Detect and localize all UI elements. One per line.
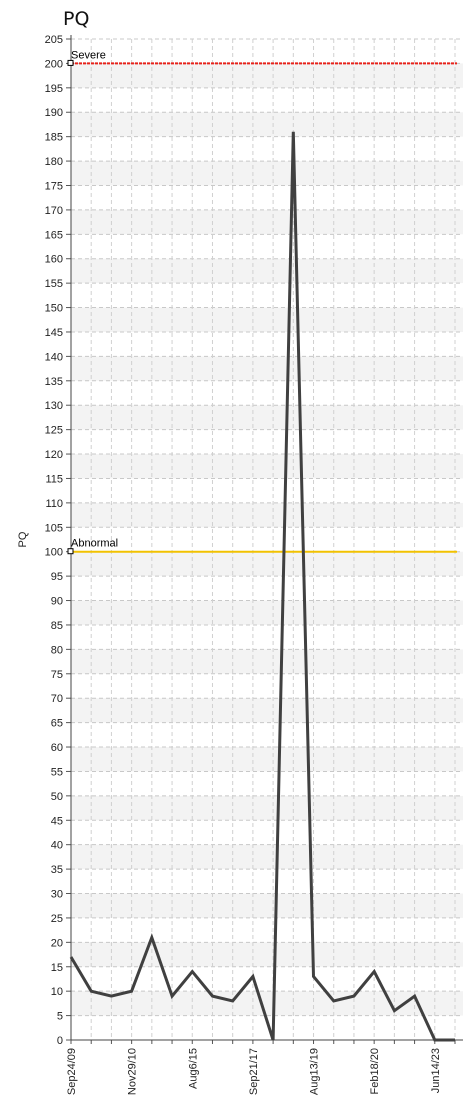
x-tick-label: Aug13/19 [309,1048,321,1095]
background-band [71,893,463,918]
plot-background-bands [71,63,463,1016]
y-tick-label: 50 [51,791,63,803]
x-tick-label: Jun14/23 [430,1048,442,1093]
background-band [71,258,463,284]
y-tick-label: 5 [57,1011,63,1023]
series-lines [69,131,456,1042]
background-band [71,405,463,430]
y-tick-label: 65 [51,718,63,730]
background-band [71,454,463,479]
y-tick-label: 90 [51,596,63,608]
y-tick-label: 70 [51,693,63,705]
background-band [71,991,463,1016]
y-tick-label: 155 [45,278,63,290]
y-tick-label: 25 [51,913,63,925]
background-band [71,551,463,577]
y-tick-label: 205 [45,34,63,46]
y-tick-label: 95 [51,571,63,583]
reference-lines: Severe Abnormal [67,49,457,555]
axes [66,35,463,1044]
y-tick-label: 140 [45,351,63,363]
y-tick-label: 145 [45,327,63,339]
background-band [71,502,463,528]
background-band [71,600,463,625]
background-band [71,112,463,137]
background-band [71,307,463,332]
reference-label: Severe [71,49,106,61]
y-tick-label: 130 [45,400,63,412]
x-tick-label: Nov29/10 [127,1048,139,1095]
background-band [71,649,463,674]
x-tick-labels: Sep24/09 Nov29/10 Aug6/15 Sep21/17 Aug13/19 F… [66,1048,442,1095]
y-tick-label: 85 [51,620,63,632]
y-tick-label: 0 [57,1035,63,1047]
background-band [71,698,463,723]
background-band [71,161,463,186]
background-band [71,63,463,88]
y-tick-label: 120 [45,449,63,461]
y-tick-label: 10 [51,986,63,998]
y-tick-label: 75 [51,669,63,681]
x-tick-label: Feb18/20 [369,1048,381,1094]
y-tick-label: 45 [51,815,63,827]
background-band [71,356,463,381]
background-band [71,942,463,967]
grid-lines [70,38,463,1040]
y-tick-label: 165 [45,229,63,241]
y-tick-label: 125 [45,425,63,437]
y-tick-label: 20 [51,937,63,949]
y-tick-labels: 0 5 10 15 20 25 30 35 40 45 50 55 60 65 70 75 80 85 90 95 10… [45,34,63,1047]
y-tick-label: 150 [45,303,63,315]
y-tick-label: 185 [45,132,63,144]
y-tick-label: 105 [45,522,63,534]
x-tick-label: Sep24/09 [66,1048,78,1095]
y-tick-label: 55 [51,766,63,778]
y-tick-label: 30 [51,889,63,901]
y-tick-label: 190 [45,107,63,119]
y-tick-label: 80 [51,644,63,656]
x-tick-label: Aug6/15 [187,1048,199,1089]
y-tick-label: 180 [45,156,63,168]
y-tick-label: 195 [45,83,63,95]
y-tick-label: 135 [45,376,63,388]
y-tick-label: 170 [45,205,63,217]
y-tick-label: 110 [45,498,63,510]
y-tick-label: 35 [51,864,63,876]
series-line [69,131,455,1042]
y-tick-label: 160 [45,254,63,266]
background-band [71,209,463,235]
y-tick-label: 100 [45,547,63,559]
reference-marker [67,59,74,66]
y-tick-label: 40 [51,840,63,852]
reference-marker [67,548,74,555]
background-band [71,795,463,821]
background-band [71,747,463,772]
y-tick-label: 60 [51,742,63,754]
y-tick-label: 15 [51,962,63,974]
y-tick-label: 200 [45,58,63,70]
y-tick-label: 115 [45,473,63,485]
y-axis-title: PQ [17,531,29,547]
background-band [71,844,463,870]
y-tick-label: 175 [45,180,63,192]
reference-label: Abnormal [71,538,118,550]
x-tick-label: Sep21/17 [248,1048,260,1095]
chart-title: PQ [63,8,90,30]
